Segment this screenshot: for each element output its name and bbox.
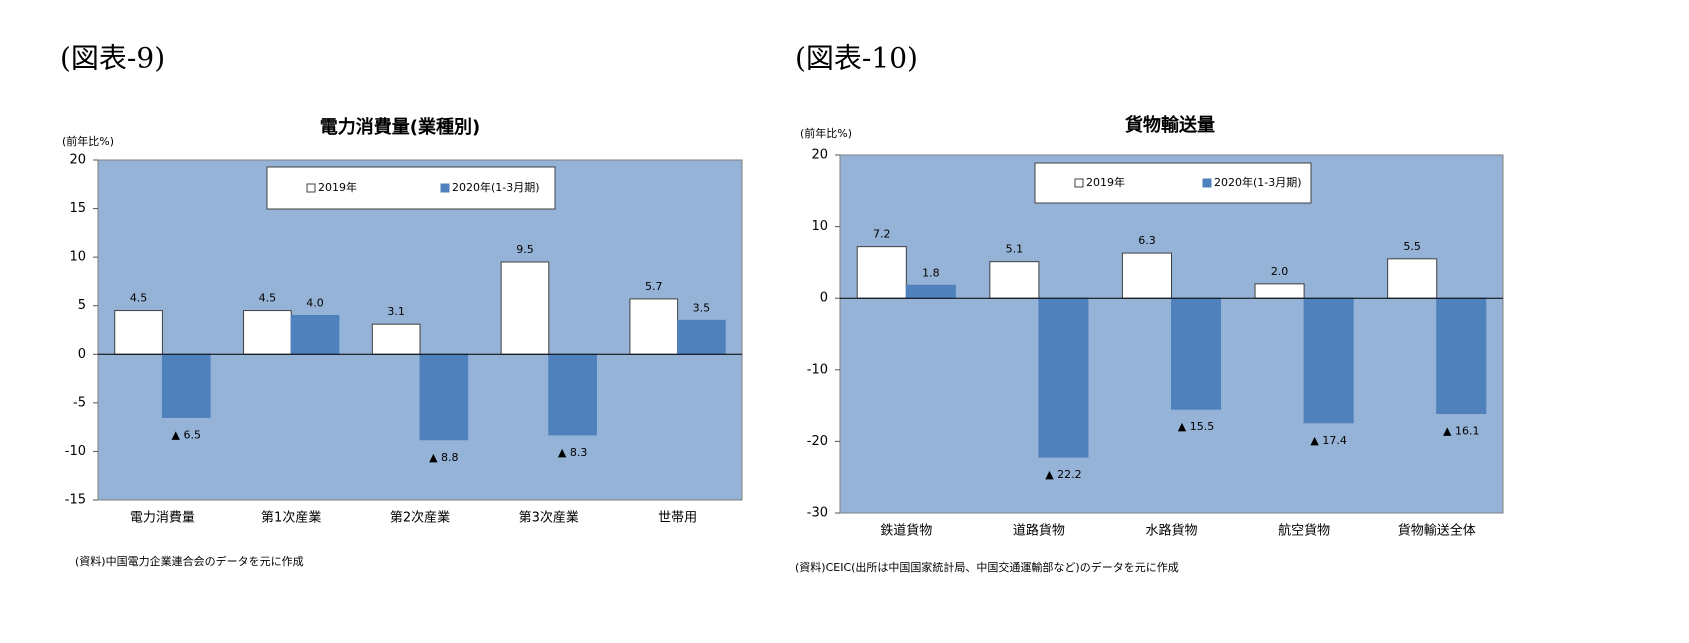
y-tick-label: 10	[69, 250, 86, 265]
value-label: 6.3	[1138, 234, 1156, 247]
bar	[677, 319, 726, 355]
value-label: ▲ 8.3	[558, 446, 587, 459]
y-tick-label: 0	[78, 347, 86, 362]
x-tick-label: 世帯用	[658, 511, 697, 526]
x-tick-label: 鉄道貨物	[880, 523, 932, 539]
bar	[629, 298, 679, 355]
value-label: 4.5	[259, 292, 277, 305]
y-tick-label: 20	[69, 153, 86, 168]
bar	[1254, 283, 1305, 299]
y-tick-label: -5	[73, 395, 86, 410]
y-tick-label: -20	[807, 434, 828, 449]
value-label: 5.1	[1006, 243, 1024, 256]
y-tick-label: 10	[811, 219, 828, 234]
value-label: ▲ 6.5	[172, 428, 201, 441]
bar	[1387, 258, 1438, 299]
bar	[905, 284, 956, 299]
bar	[161, 353, 211, 418]
value-label: 2.0	[1271, 265, 1289, 278]
bar	[419, 353, 469, 441]
bar	[1171, 297, 1222, 410]
x-tick-label: 道路貨物	[1013, 523, 1065, 539]
bar	[371, 323, 421, 355]
bar	[114, 310, 163, 355]
legend-swatch	[1074, 178, 1084, 188]
legend-swatch	[1202, 178, 1212, 188]
value-label: ▲ 16.1	[1443, 424, 1479, 437]
chart-title: 電力消費量(業種別)	[320, 116, 480, 138]
source-note: (資料)中国電力企業連合会のデータを元に作成	[75, 554, 304, 568]
bar	[1436, 297, 1487, 414]
x-tick-label: 第2次産業	[390, 510, 450, 526]
value-label: 4.5	[130, 292, 148, 305]
bar	[243, 310, 292, 355]
y-tick-label: 20	[811, 148, 828, 163]
value-label: 3.5	[693, 301, 711, 314]
bar	[290, 314, 340, 355]
x-tick-label: 電力消費量	[130, 511, 195, 526]
y-tick-label: 0	[820, 291, 828, 306]
value-label: 5.7	[645, 280, 663, 293]
bar	[1121, 252, 1172, 299]
value-label: 5.5	[1403, 240, 1421, 253]
y-tick-label: -15	[65, 493, 86, 508]
legend-label: 2019年	[318, 180, 357, 194]
value-label: 4.0	[306, 296, 324, 309]
x-tick-label: 第3次産業	[519, 510, 579, 526]
bar	[1038, 297, 1089, 458]
y-tick-label: 15	[69, 201, 86, 216]
legend-label: 2019年	[1086, 175, 1125, 189]
value-label: ▲ 17.4	[1310, 434, 1346, 447]
y-tick-label: 5	[78, 298, 86, 313]
bar	[548, 353, 597, 436]
bar	[500, 261, 550, 355]
legend-swatch	[440, 183, 450, 193]
value-label: 3.1	[387, 305, 405, 318]
x-tick-label: 貨物輸送全体	[1398, 523, 1476, 539]
legend-label: 2020年(1-3月期)	[452, 180, 540, 194]
figure-label: (図表-10)	[795, 42, 918, 75]
figure-label: (図表-9)	[60, 42, 165, 75]
legend-swatch	[306, 183, 316, 193]
y-tick-label: -30	[807, 506, 828, 521]
legend-label: 2020年(1-3月期)	[1214, 175, 1302, 189]
value-label: ▲ 22.2	[1045, 468, 1081, 481]
value-label: ▲ 8.8	[429, 451, 458, 464]
x-tick-label: 水路貨物	[1145, 523, 1197, 539]
value-label: 7.2	[873, 228, 891, 241]
value-label: 9.5	[516, 243, 534, 256]
value-label: ▲ 15.5	[1178, 420, 1214, 433]
bar	[856, 246, 907, 299]
y-axis-label: (前年比%)	[800, 126, 852, 140]
bar	[989, 261, 1040, 299]
bar	[1303, 297, 1354, 424]
source-note: (資料)CEIC(出所は中国国家統計局、中国交通運輸部など)のデータを元に作成	[795, 560, 1179, 574]
chart-title: 貨物輸送量	[1125, 114, 1215, 136]
y-axis-label: (前年比%)	[62, 134, 114, 148]
value-label: 1.8	[922, 266, 940, 279]
y-tick-label: -10	[65, 444, 86, 459]
x-tick-label: 航空貨物	[1278, 523, 1330, 539]
y-tick-label: -10	[807, 362, 828, 377]
x-tick-label: 第1次産業	[261, 510, 321, 526]
